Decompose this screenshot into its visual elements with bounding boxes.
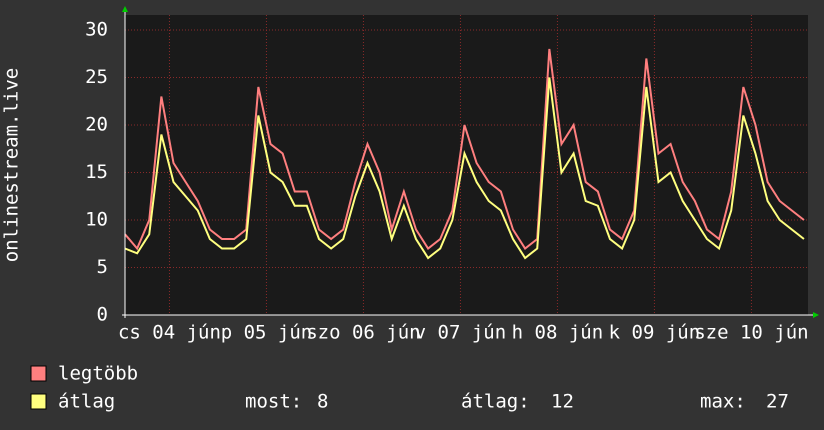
x-tick-label: k 09 jún <box>609 322 701 344</box>
stat-label: átlag: <box>461 391 530 413</box>
x-tick-label: h 08 jún <box>512 322 604 344</box>
legend-label: átlag <box>58 391 115 413</box>
stat-value: 12 <box>551 391 574 413</box>
y-tick-label: 10 <box>85 209 108 231</box>
x-tick-label: cs 04 jún <box>118 322 221 344</box>
stat-value: 8 <box>317 391 328 413</box>
y-tick-label: 0 <box>97 304 108 326</box>
x-tick-label: p 05 jún <box>221 322 313 344</box>
axis-arrow <box>813 312 819 318</box>
y-tick-label: 25 <box>85 66 108 88</box>
x-tick-label: szo 06 jún <box>306 322 420 344</box>
y-tick-label: 15 <box>85 161 108 183</box>
stat-value: 27 <box>766 391 789 413</box>
plot-area <box>125 15 808 315</box>
y-tick-label: 30 <box>85 19 108 41</box>
x-tick-label: sze 10 jún <box>694 322 808 344</box>
stat-label: max: <box>700 391 746 413</box>
y-tick-label: 20 <box>85 114 108 136</box>
x-tick-label: v 07 jún <box>415 322 507 344</box>
legend-label: legtöbb <box>58 363 138 385</box>
axis-arrow <box>122 6 128 12</box>
series-line <box>124 48 805 251</box>
legend-swatch <box>30 393 47 410</box>
legend-swatch <box>30 365 47 382</box>
series-line <box>124 77 805 260</box>
y-tick-label: 5 <box>97 256 108 278</box>
y-axis-label: onlinestream.live <box>1 68 23 262</box>
stat-label: most: <box>245 391 302 413</box>
